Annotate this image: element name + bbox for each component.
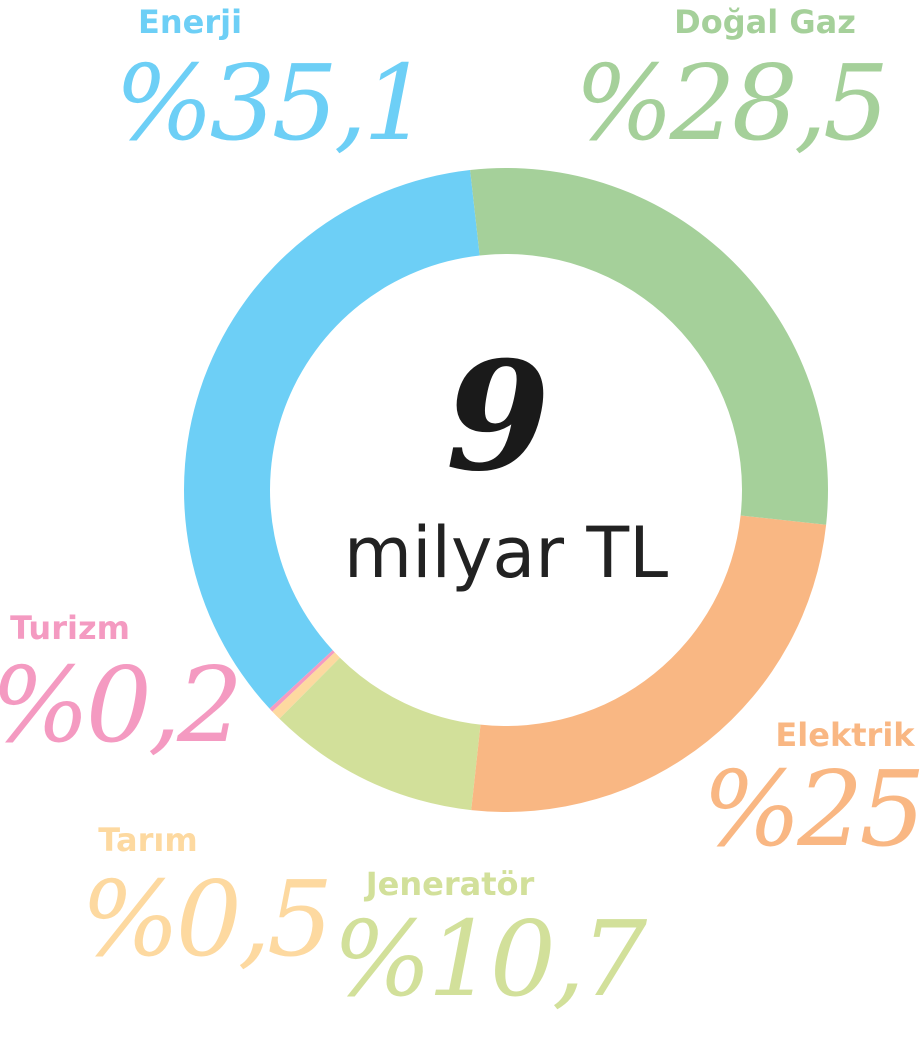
category-label: Turizm [10,609,130,647]
category-label: Tarım [98,821,197,859]
donut-slice [272,652,340,719]
donut-slice [183,170,480,709]
value-label: %25 [702,748,921,870]
value-label: %28,5 [575,42,885,164]
donut-slice [471,515,827,813]
value-label: %35,1 [115,42,425,164]
center-value: 9 [446,329,550,505]
value-label: %0,5 [81,858,329,980]
category-label: Elektrik [775,716,915,754]
category-label: Doğal Gaz [674,3,856,41]
donut-slice [470,168,829,525]
donut-slice [269,650,335,712]
value-label: %0,2 [0,644,239,766]
center-label: milyar TL [344,512,668,594]
donut-slice [279,657,481,811]
value-label: %10,7 [333,898,648,1020]
category-label: Jeneratör [364,865,535,903]
category-label: Enerji [138,3,242,41]
